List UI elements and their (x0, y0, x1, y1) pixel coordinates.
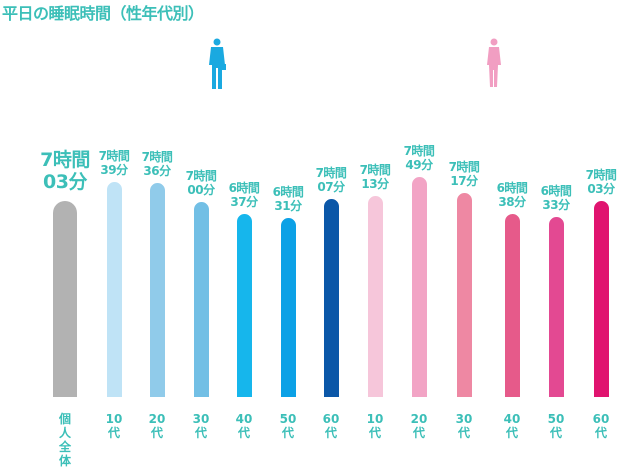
value-label-line: 7時間 (141, 150, 173, 165)
value-label-line: 36分 (143, 164, 171, 179)
value-label-line: 7時間 (185, 169, 217, 184)
x-tick-label-line: 20 (410, 412, 428, 426)
value-label-line: 6時間 (272, 184, 304, 199)
x-tick-label-line: 代 (457, 426, 470, 440)
value-label: 7時間 17分 (439, 160, 489, 188)
value-label-line: 13分 (361, 176, 389, 191)
x-tick-label: 20 代 (404, 412, 434, 440)
x-tick-label: 20 代 (142, 412, 172, 440)
bar-4 (236, 214, 252, 397)
value-label-line: 7時間 (359, 162, 391, 177)
x-tick-label-line: 30 (455, 412, 473, 426)
x-tick-label: 10 代 (360, 412, 390, 440)
x-tick-label-line: 代 (281, 426, 294, 440)
value-label: 7時間 03分 (30, 149, 100, 193)
value-label-line: 7時間 (585, 167, 617, 182)
x-tick-label-line: 代 (150, 426, 163, 440)
x-tick-label-line: 代 (107, 426, 120, 440)
x-tick-label-line: 50 (547, 412, 565, 426)
x-tick-label-line: 10 (105, 412, 123, 426)
x-tick-label-line: 10 (366, 412, 384, 426)
value-label-line: 00分 (187, 183, 215, 198)
x-tick-label-line: 代 (368, 426, 381, 440)
value-label-line: 17分 (450, 174, 478, 189)
chart-title: 平日の睡眠時間（性年代別） (2, 4, 204, 23)
x-tick-label: 50 代 (273, 412, 303, 440)
value-label: 6時間 31分 (263, 185, 313, 213)
x-tick-label: 30 代 (449, 412, 479, 440)
bar-2 (149, 183, 165, 397)
x-tick-label-line: 60 (322, 412, 340, 426)
x-tick-label-line: 代 (194, 426, 207, 440)
value-label: 7時間 49分 (394, 144, 444, 172)
x-tick-label-line: 全 (58, 440, 71, 454)
x-tick-label-line: 20 (148, 412, 166, 426)
bar-3 (193, 202, 209, 397)
value-label-line: 7時間 (98, 148, 130, 163)
x-tick-label-line: 50 (279, 412, 297, 426)
value-label-line: 39分 (100, 162, 128, 177)
value-label-line: 03分 (587, 181, 615, 196)
x-tick-label-line: 60 (592, 412, 610, 426)
x-tick-label-line: 30 (192, 412, 210, 426)
x-tick-label: 10 代 (99, 412, 129, 440)
value-label: 6時間 38分 (487, 181, 537, 209)
value-label: 7時間 36分 (132, 150, 182, 178)
value-label-line: 7時間 (448, 160, 480, 175)
x-tick-label: 40 代 (229, 412, 259, 440)
value-label-line: 31分 (274, 198, 302, 213)
value-label-line: 6時間 (540, 183, 572, 198)
bar-8 (411, 176, 427, 397)
value-label-line: 7時間 (403, 143, 435, 158)
value-label-line: 49分 (405, 157, 433, 172)
x-tick-label-line: 40 (235, 412, 253, 426)
x-tick-label-line: 代 (549, 426, 562, 440)
x-tick-label-line: 代 (237, 426, 250, 440)
bar-12 (593, 200, 609, 397)
value-label: 7時間 00分 (176, 169, 226, 197)
female-figure-icon (487, 38, 501, 87)
bar-5 (280, 217, 296, 397)
x-tick-label-line: 代 (324, 426, 337, 440)
x-tick-label: 60 代 (316, 412, 346, 440)
bar-11 (548, 216, 564, 397)
value-label-line: 37分 (230, 195, 258, 210)
x-tick-label-line: 個 (58, 412, 71, 426)
x-tick-label: 40 代 (497, 412, 527, 440)
value-label-line: 6時間 (496, 180, 528, 195)
x-tick-label: 個人全体 (50, 412, 80, 468)
x-tick-label: 60 代 (586, 412, 616, 440)
value-label: 6時間 33分 (531, 184, 581, 212)
value-label-line: 38分 (498, 194, 526, 209)
bar-7 (367, 195, 383, 397)
x-tick-label-line: 代 (505, 426, 518, 440)
value-label-line: 07分 (317, 179, 345, 194)
value-label-line: 33分 (542, 197, 570, 212)
x-tick-label-line: 代 (594, 426, 607, 440)
x-tick-label-line: 代 (412, 426, 425, 440)
bar-6 (323, 198, 339, 397)
value-label-line: 03分 (43, 170, 87, 193)
bar-9 (456, 193, 472, 397)
x-tick-label-line: 40 (503, 412, 521, 426)
male-figure-icon (209, 38, 226, 89)
value-label-line: 7時間 (40, 148, 90, 171)
value-label-line: 7時間 (315, 165, 347, 180)
value-label-line: 6時間 (228, 181, 260, 196)
x-tick-label-line: 人 (58, 426, 71, 440)
bar-1 (106, 181, 122, 397)
value-label: 7時間 39分 (89, 149, 139, 177)
value-label: 7時間 03分 (576, 168, 626, 196)
value-label: 6時間 37分 (219, 181, 269, 209)
bar-0 (53, 200, 77, 397)
bar-10 (504, 213, 520, 397)
value-label: 7時間 13分 (350, 163, 400, 191)
value-label: 7時間 07分 (306, 166, 356, 194)
x-tick-label-line: 体 (58, 454, 71, 468)
x-tick-label: 50 代 (541, 412, 571, 440)
x-tick-label: 30 代 (186, 412, 216, 440)
